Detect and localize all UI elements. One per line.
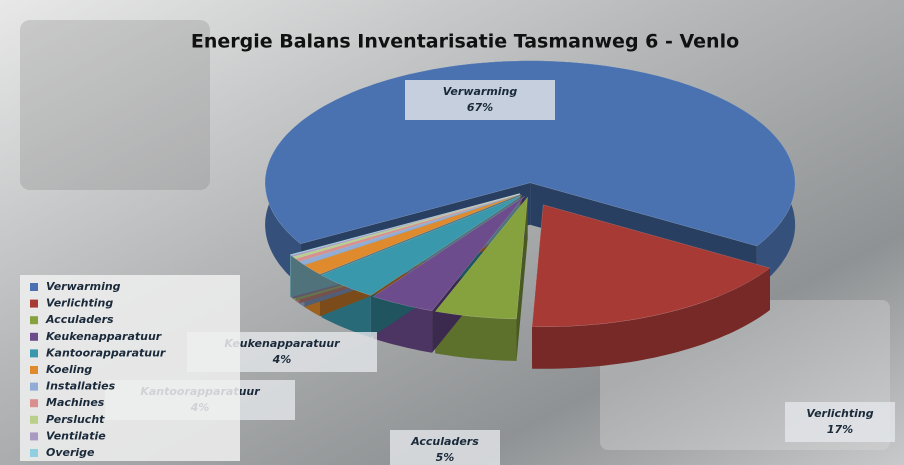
legend-swatch xyxy=(30,383,38,391)
legend-swatch xyxy=(30,333,38,341)
legend-swatch xyxy=(30,399,38,407)
chart: Energie Balans Inventarisatie Tasmanweg … xyxy=(0,0,904,465)
data-label-name: Keukenapparatuur xyxy=(224,337,340,350)
data-label-value: 17% xyxy=(827,423,853,436)
legend-swatch xyxy=(30,283,38,291)
legend-swatch xyxy=(30,316,38,324)
data-label-value: 67% xyxy=(467,101,493,114)
data-label-name: Acculaders xyxy=(410,435,479,448)
legend-label: Installaties xyxy=(46,380,116,393)
legend-swatch xyxy=(30,432,38,440)
legend-swatch xyxy=(30,416,38,424)
legend-label: Verlichting xyxy=(46,297,113,310)
legend-label: Perslucht xyxy=(46,413,105,426)
legend-label: Acculaders xyxy=(45,313,114,326)
background-shape xyxy=(20,20,210,190)
legend-label: Keukenapparatuur xyxy=(46,330,162,343)
legend-swatch xyxy=(30,366,38,374)
legend-label: Machines xyxy=(46,396,105,409)
data-label-name: Verlichting xyxy=(806,407,873,420)
legend-label: Overige xyxy=(46,446,95,459)
legend-label: Kantoorapparatuur xyxy=(46,346,166,359)
data-label-value: 4% xyxy=(272,353,292,366)
legend-swatch xyxy=(30,300,38,308)
legend-label: Ventilatie xyxy=(46,429,106,442)
legend-swatch xyxy=(30,349,38,357)
legend-label: Verwarming xyxy=(46,280,121,293)
data-label-value: 5% xyxy=(436,451,455,464)
legend-label: Koeling xyxy=(46,363,92,376)
slice-side xyxy=(290,255,291,298)
chart-title: Energie Balans Inventarisatie Tasmanweg … xyxy=(191,31,739,53)
legend-swatch xyxy=(30,449,38,457)
data-label-name: Verwarming xyxy=(443,85,518,98)
